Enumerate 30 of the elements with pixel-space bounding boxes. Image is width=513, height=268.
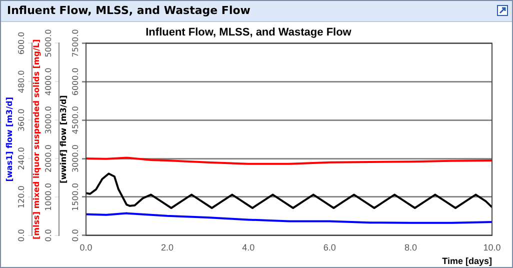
y2-tick-label: 0.0	[44, 229, 54, 242]
x-tick-label: 0.0	[80, 242, 92, 252]
y3-tick-label: 600.0	[17, 32, 26, 55]
y2-tick-label: 1000.0	[44, 182, 54, 211]
x-tick-label: 2.0	[160, 242, 174, 252]
y2-axis-title: [mlss] mixed liquor suspended solids [mg/L]	[32, 39, 42, 240]
y2-tick-label: 4000.0	[44, 68, 54, 96]
y3-tick-label: 240.0	[17, 147, 26, 170]
y-tick-label: 3000.0	[71, 144, 80, 173]
chart-title: Influent Flow, MLSS, and Wastage Flow	[7, 4, 250, 17]
y2-tick-label: 5000.0	[44, 29, 54, 58]
x-axis-title: Time [days]	[442, 256, 492, 266]
y3-tick-label: 480.0	[17, 70, 26, 94]
y3-tick-label: 360.0	[17, 108, 26, 132]
y3-tick-label: 120.0	[17, 186, 26, 208]
chart-title: Influent Flow, MLSS, and Wastage Flow	[146, 26, 352, 39]
y2-tick-label: 2000.0	[44, 144, 54, 173]
x-tick-label: 4.0	[242, 242, 255, 252]
y-tick-label: 7500.0	[71, 29, 80, 58]
y-tick-label: 0.0	[71, 229, 80, 242]
x-tick-label: 6.0	[323, 242, 336, 252]
y3-tick-label: 0.0	[17, 229, 26, 242]
x-tick-label: 8.0	[404, 242, 418, 252]
y-tick-label: 6000.0	[71, 68, 80, 96]
y-tick-label: 4500.0	[71, 106, 80, 134]
y2-tick-label: 3000.0	[44, 106, 54, 134]
y3-axis-title: [was1] flow [m3/d]	[5, 96, 14, 182]
y-axis-title: [wwinf] flow [m3/d]	[59, 95, 68, 184]
x-tick-label: 10.0	[483, 242, 501, 252]
y-tick-label: 1500.0	[71, 182, 80, 211]
